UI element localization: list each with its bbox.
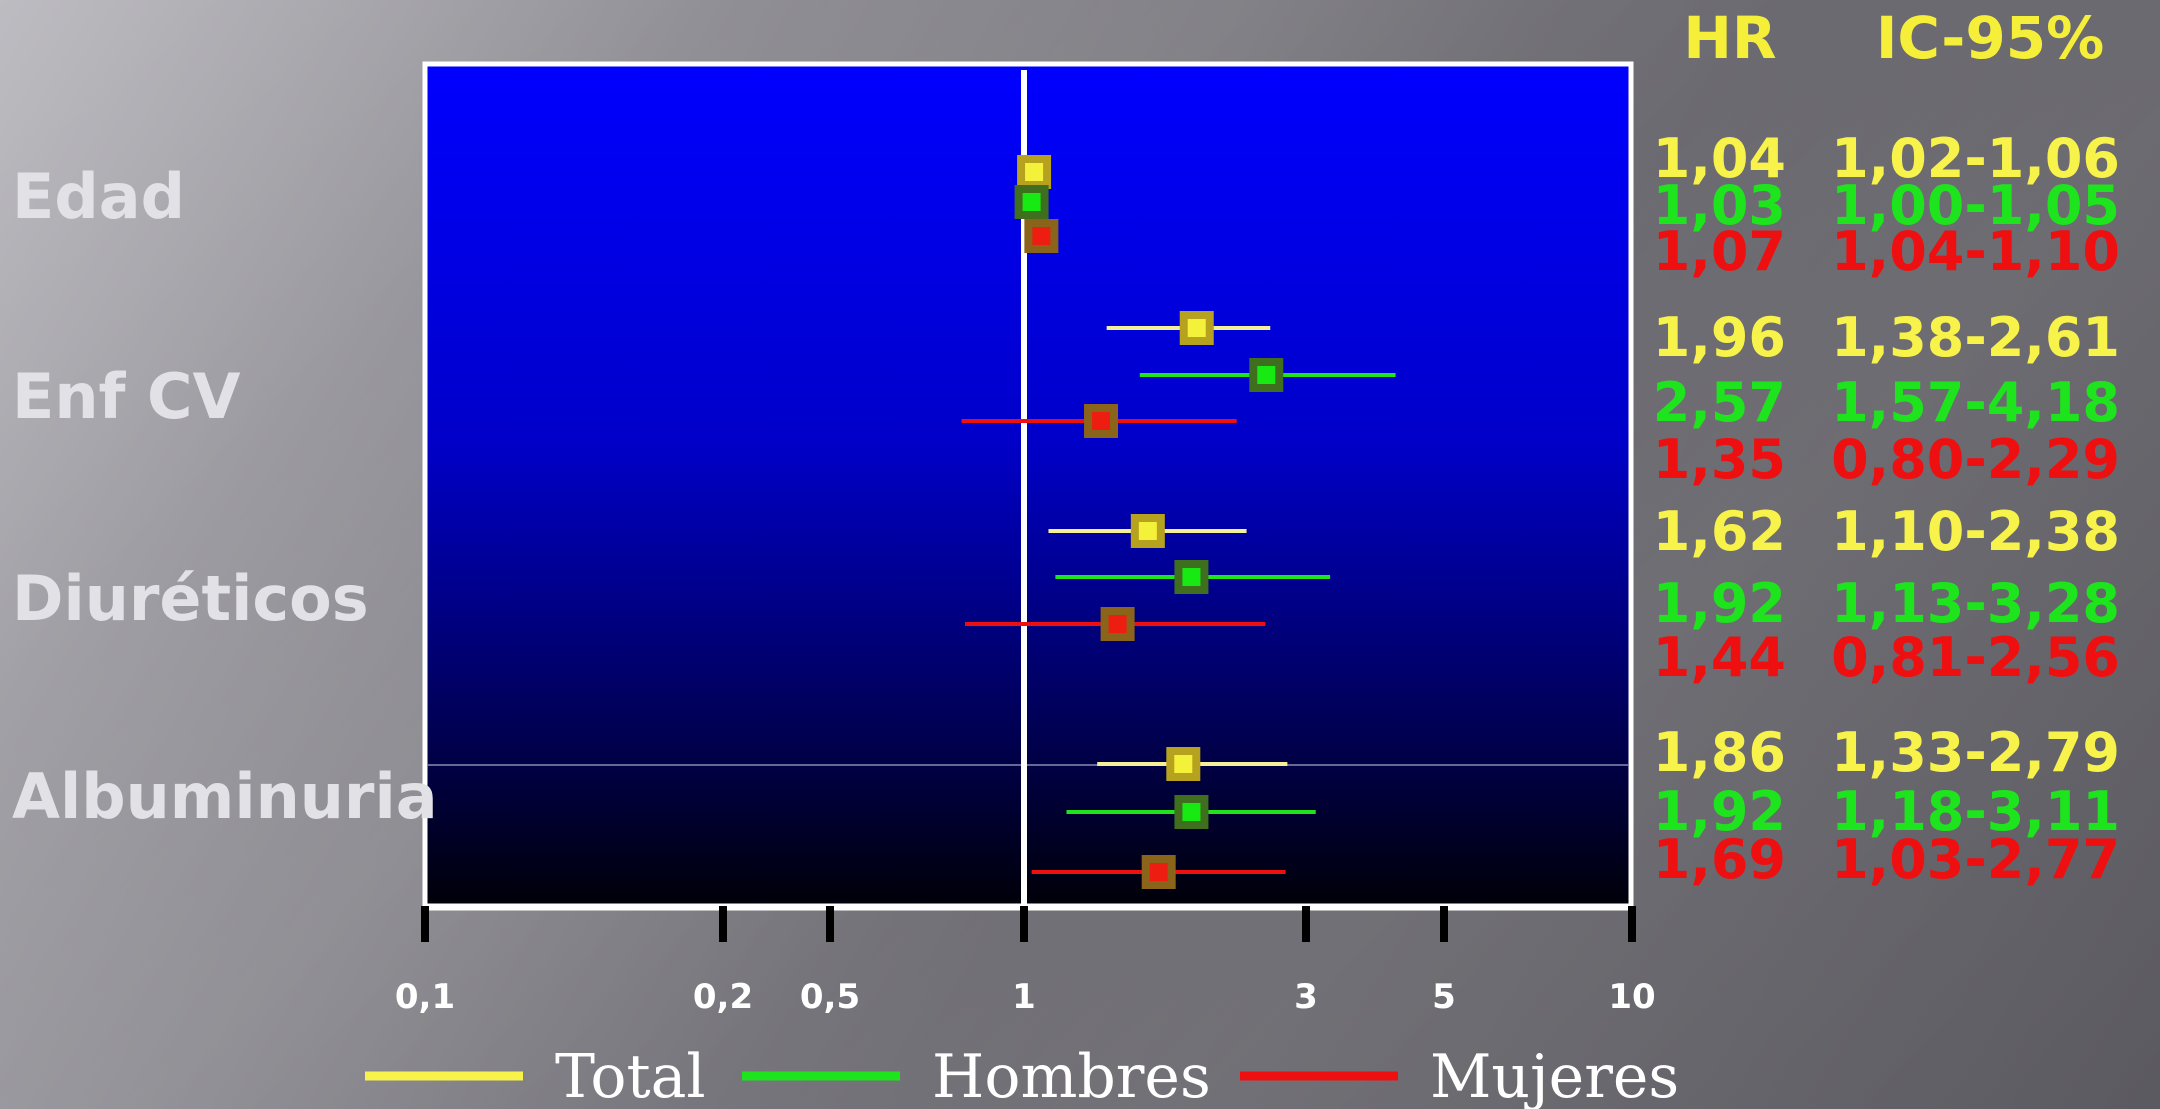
ci-value-1-hombres: 1,57-4,18 — [1831, 371, 2120, 434]
estimate-2-hombres — [1055, 560, 1331, 594]
ci-value-3-mujeres: 1,03-2,77 — [1831, 828, 2120, 891]
hr-value-0-total: 1,04 — [1653, 127, 1786, 190]
hr-point-core — [1149, 863, 1168, 881]
hr-point-core — [1138, 522, 1157, 540]
hr-value-2-hombres: 1,92 — [1653, 572, 1786, 635]
hr-value-0-hombres: 1,03 — [1653, 174, 1786, 237]
category-label-2: Diuréticos — [12, 562, 369, 635]
estimate-2-total — [1048, 514, 1247, 548]
x-tick-label-6: 10 — [1608, 977, 1655, 1017]
category-label-0: Edad — [12, 160, 185, 233]
hr-point-core — [1182, 568, 1201, 586]
x-tick-label-0: 0,1 — [395, 977, 455, 1017]
ci-column-header: IC-95% — [1876, 4, 2104, 72]
estimate-1-total — [1106, 311, 1271, 345]
category-label-3: Albuminuria — [12, 760, 438, 833]
ci-value-2-hombres: 1,13-3,28 — [1831, 572, 2120, 635]
ci-value-1-mujeres: 0,80-2,29 — [1831, 428, 2120, 491]
legend-label-total: Total — [555, 1042, 706, 1109]
x-tick-label-5: 5 — [1432, 977, 1456, 1017]
hr-point-core — [1174, 755, 1193, 773]
hr-point-core — [1025, 163, 1044, 181]
x-tick-label-4: 3 — [1294, 977, 1318, 1017]
estimate-0-total — [1017, 155, 1052, 189]
estimate-1-mujeres — [961, 404, 1237, 438]
ci-value-3-hombres: 1,18-3,11 — [1831, 780, 2120, 843]
x-tick-label-3: 1 — [1012, 977, 1036, 1017]
hr-value-0-mujeres: 1,07 — [1653, 220, 1786, 283]
hr-value-3-hombres: 1,92 — [1653, 780, 1786, 843]
estimate-1-hombres — [1139, 358, 1396, 392]
category-label-1: Enf CV — [12, 360, 241, 433]
legend-label-hombres: Hombres — [932, 1042, 1211, 1109]
hr-value-1-mujeres: 1,35 — [1653, 428, 1786, 491]
hr-point-core — [1257, 366, 1276, 384]
estimate-3-mujeres — [1031, 855, 1286, 889]
hr-column-header: HR — [1683, 4, 1776, 72]
hr-point-core — [1022, 193, 1041, 211]
x-tick-label-2: 0,5 — [800, 977, 860, 1017]
hr-point-core — [1187, 319, 1206, 337]
ci-value-1-total: 1,38-2,61 — [1831, 306, 2120, 369]
hr-value-2-mujeres: 1,44 — [1653, 626, 1786, 689]
hr-point-core — [1182, 803, 1201, 821]
hr-value-1-hombres: 2,57 — [1653, 371, 1786, 434]
legend-label-mujeres: Mujeres — [1430, 1042, 1679, 1109]
estimate-3-total — [1097, 747, 1288, 781]
ci-value-0-mujeres: 1,04-1,10 — [1831, 220, 2120, 283]
hr-point-core — [1092, 412, 1111, 430]
ci-value-0-hombres: 1,00-1,05 — [1831, 174, 2120, 237]
hr-point-core — [1108, 615, 1127, 633]
estimate-3-hombres — [1066, 795, 1316, 829]
hr-value-2-total: 1,62 — [1653, 500, 1786, 563]
estimate-0-mujeres — [1024, 219, 1059, 253]
estimate-2-mujeres — [965, 607, 1266, 641]
estimate-0-hombres — [1014, 185, 1049, 219]
ci-value-0-total: 1,02-1,06 — [1831, 127, 2120, 190]
ci-value-3-total: 1,33-2,79 — [1831, 721, 2120, 784]
hr-point-core — [1032, 227, 1051, 245]
ci-value-2-mujeres: 0,81-2,56 — [1831, 626, 2120, 689]
hr-value-3-mujeres: 1,69 — [1653, 828, 1786, 891]
ci-value-2-total: 1,10-2,38 — [1831, 500, 2120, 563]
hr-value-3-total: 1,86 — [1653, 721, 1786, 784]
hr-value-1-total: 1,96 — [1653, 306, 1786, 369]
x-tick-label-1: 0,2 — [693, 977, 753, 1017]
